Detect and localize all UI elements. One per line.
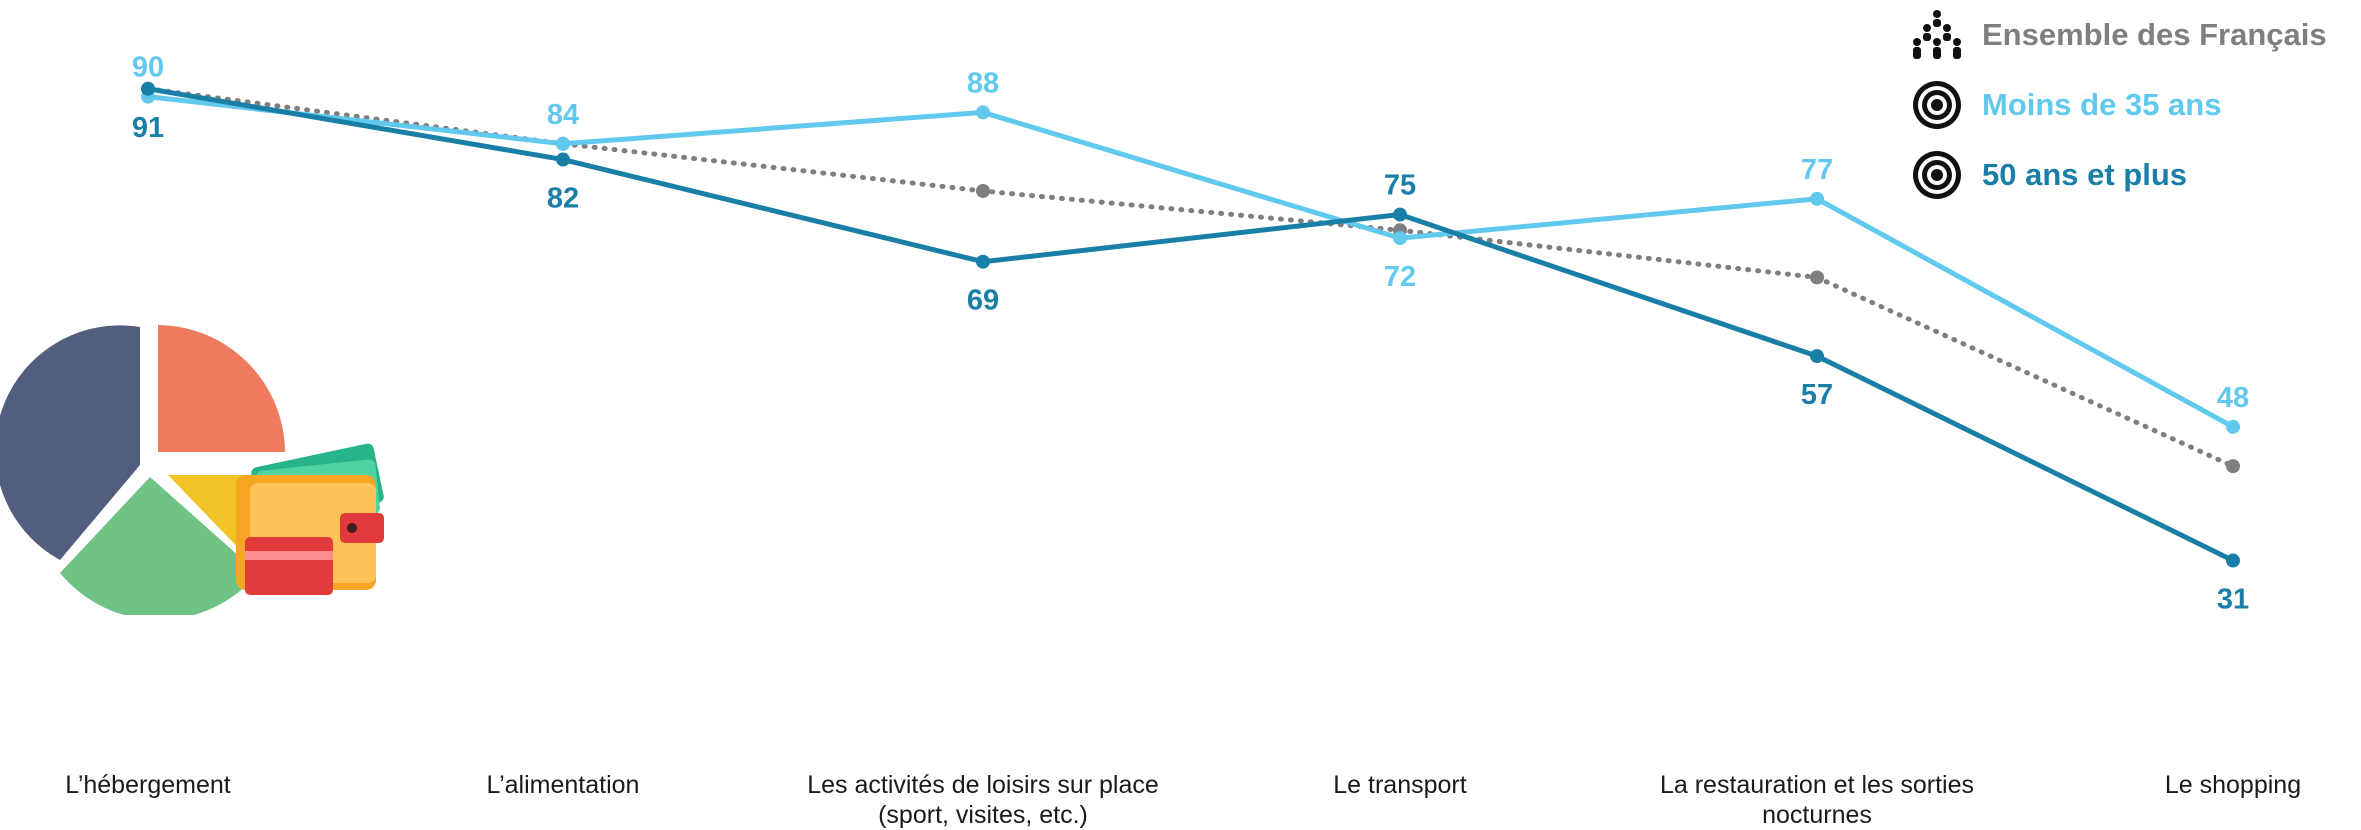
data-point-moins-de-35-ans <box>556 136 570 151</box>
legend-label-50-plus: 50 ans et plus <box>1982 157 2188 192</box>
data-point-50-ans-et-plus <box>1393 207 1407 222</box>
data-label-50-ans-et-plus: 82 <box>547 183 579 215</box>
data-point-ensemble-des-francais <box>1810 270 1824 285</box>
target-icon <box>1913 151 1961 199</box>
data-point-moins-de-35-ans <box>2226 419 2240 434</box>
legend-item-50-plus: 50 ans et plus <box>1910 148 2187 202</box>
data-label-moins-de-35-ans: 90 <box>132 52 164 84</box>
data-label-50-ans-et-plus: 57 <box>1801 379 1833 411</box>
data-point-50-ans-et-plus <box>1810 349 1824 364</box>
data-label-moins-de-35-ans: 48 <box>2217 382 2249 414</box>
budget-pie-wallet-icon <box>0 315 400 620</box>
x-axis-labels: L’hébergement L’alimentation Les activit… <box>0 770 2361 829</box>
data-label-50-ans-et-plus: 91 <box>132 112 164 144</box>
x-tick-label: Le shopping <box>2164 771 2302 799</box>
data-point-moins-de-35-ans <box>976 105 990 120</box>
data-point-50-ans-et-plus <box>976 254 990 269</box>
x-tick-label: Le transport <box>1333 771 1467 799</box>
legend-item-ensemble: Ensemble des Français <box>1910 8 2327 62</box>
data-label-moins-de-35-ans: 72 <box>1384 261 1416 293</box>
series-line-50-ans-et-plus <box>147 86 2235 563</box>
legend-label-moins-35: Moins de 35 ans <box>1982 87 2222 122</box>
data-point-ensemble-des-francais <box>2226 459 2240 474</box>
data-label-moins-de-35-ans: 77 <box>1801 154 1833 186</box>
series-line-moins-de-35-ans <box>147 94 2235 430</box>
data-label-50-ans-et-plus: 31 <box>2217 584 2249 616</box>
data-label-50-ans-et-plus: 69 <box>967 285 999 317</box>
x-tick-label: La restauration et les sorties nocturnes <box>1659 771 1975 829</box>
legend-item-moins-35: Moins de 35 ans <box>1910 78 2221 132</box>
data-label-moins-de-35-ans: 88 <box>967 67 999 99</box>
legend-label-ensemble: Ensemble des Français <box>1982 17 2327 52</box>
data-point-ensemble-des-francais <box>976 183 990 198</box>
data-point-moins-de-35-ans <box>1393 231 1407 246</box>
data-label-50-ans-et-plus: 75 <box>1384 170 1416 202</box>
data-point-50-ans-et-plus <box>2226 553 2240 568</box>
data-point-50-ans-et-plus <box>141 81 155 96</box>
x-tick-label: L’hébergement <box>65 771 231 799</box>
data-label-moins-de-35-ans: 84 <box>547 99 579 131</box>
data-point-moins-de-35-ans <box>1810 191 1824 206</box>
people-group-icon <box>1913 10 1961 59</box>
data-point-50-ans-et-plus <box>556 152 570 167</box>
x-tick-label: Les activités de loisirs sur place (spor… <box>807 771 1159 829</box>
x-tick-label: L’alimentation <box>486 771 640 799</box>
target-icon <box>1913 81 1961 129</box>
